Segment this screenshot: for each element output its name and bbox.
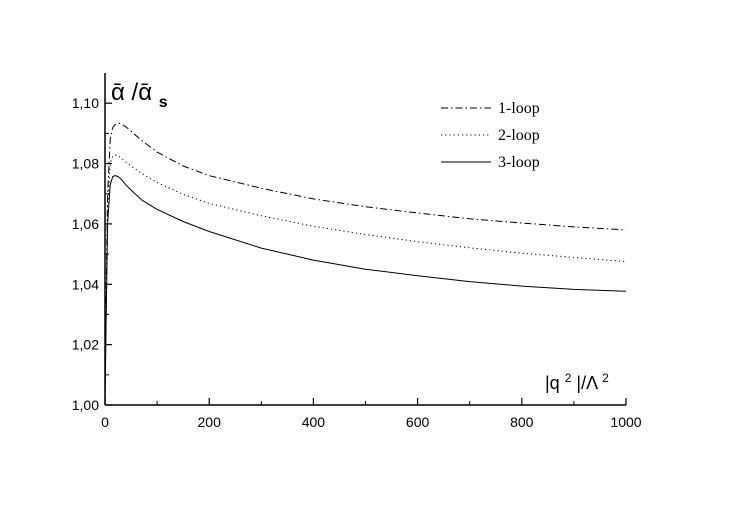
series-line-2-loop bbox=[104, 154, 627, 406]
x-tick-label: 600 bbox=[406, 414, 430, 430]
x-tick-label: 800 bbox=[510, 414, 534, 430]
series bbox=[104, 122, 627, 406]
series-line-3-loop bbox=[104, 175, 627, 406]
x-tick-label: 1000 bbox=[610, 414, 641, 430]
x-tick-label: 200 bbox=[198, 414, 222, 430]
y-tick-label: 1,06 bbox=[72, 216, 99, 232]
axes bbox=[104, 73, 626, 406]
y-tick-label: 1,04 bbox=[72, 276, 99, 292]
y-tick-label: 1,02 bbox=[72, 337, 99, 353]
y-axis-label-main: ᾱ /ᾱ bbox=[111, 79, 152, 106]
legend-label-1-loop: 1-loop bbox=[498, 100, 540, 117]
y-axis-label-sub: s bbox=[159, 94, 168, 111]
axis-labels: ᾱ /ᾱ s |q 2 |/Λ 2 bbox=[111, 79, 609, 393]
legend: 1-loop 2-loop 3-loop bbox=[441, 100, 540, 171]
y-axis-label: ᾱ /ᾱ s bbox=[111, 79, 168, 111]
x-axis-label-sup-1: 2 bbox=[565, 371, 572, 385]
x-axis-label-sup-2: 2 bbox=[602, 371, 609, 385]
legend-label-3-loop: 3-loop bbox=[498, 154, 540, 171]
x-tick-label: 0 bbox=[101, 414, 109, 430]
x-axis-label-part-a: |q bbox=[545, 373, 560, 393]
legend-label-2-loop: 2-loop bbox=[498, 127, 540, 144]
series-line-1-loop bbox=[104, 122, 627, 406]
x-axis-label-part-b: |/Λ bbox=[576, 373, 598, 393]
y-tick-label: 1,10 bbox=[72, 95, 99, 111]
ticks: 0 200 400 600 800 1000 1,00 1,02 1,04 1,06 1,08 1,1… bbox=[72, 95, 642, 430]
y-tick-label: 1,00 bbox=[72, 397, 99, 413]
x-axis-label: |q 2 |/Λ 2 bbox=[545, 366, 609, 393]
y-tick-label: 1,08 bbox=[72, 156, 99, 172]
x-tick-label: 400 bbox=[302, 414, 326, 430]
